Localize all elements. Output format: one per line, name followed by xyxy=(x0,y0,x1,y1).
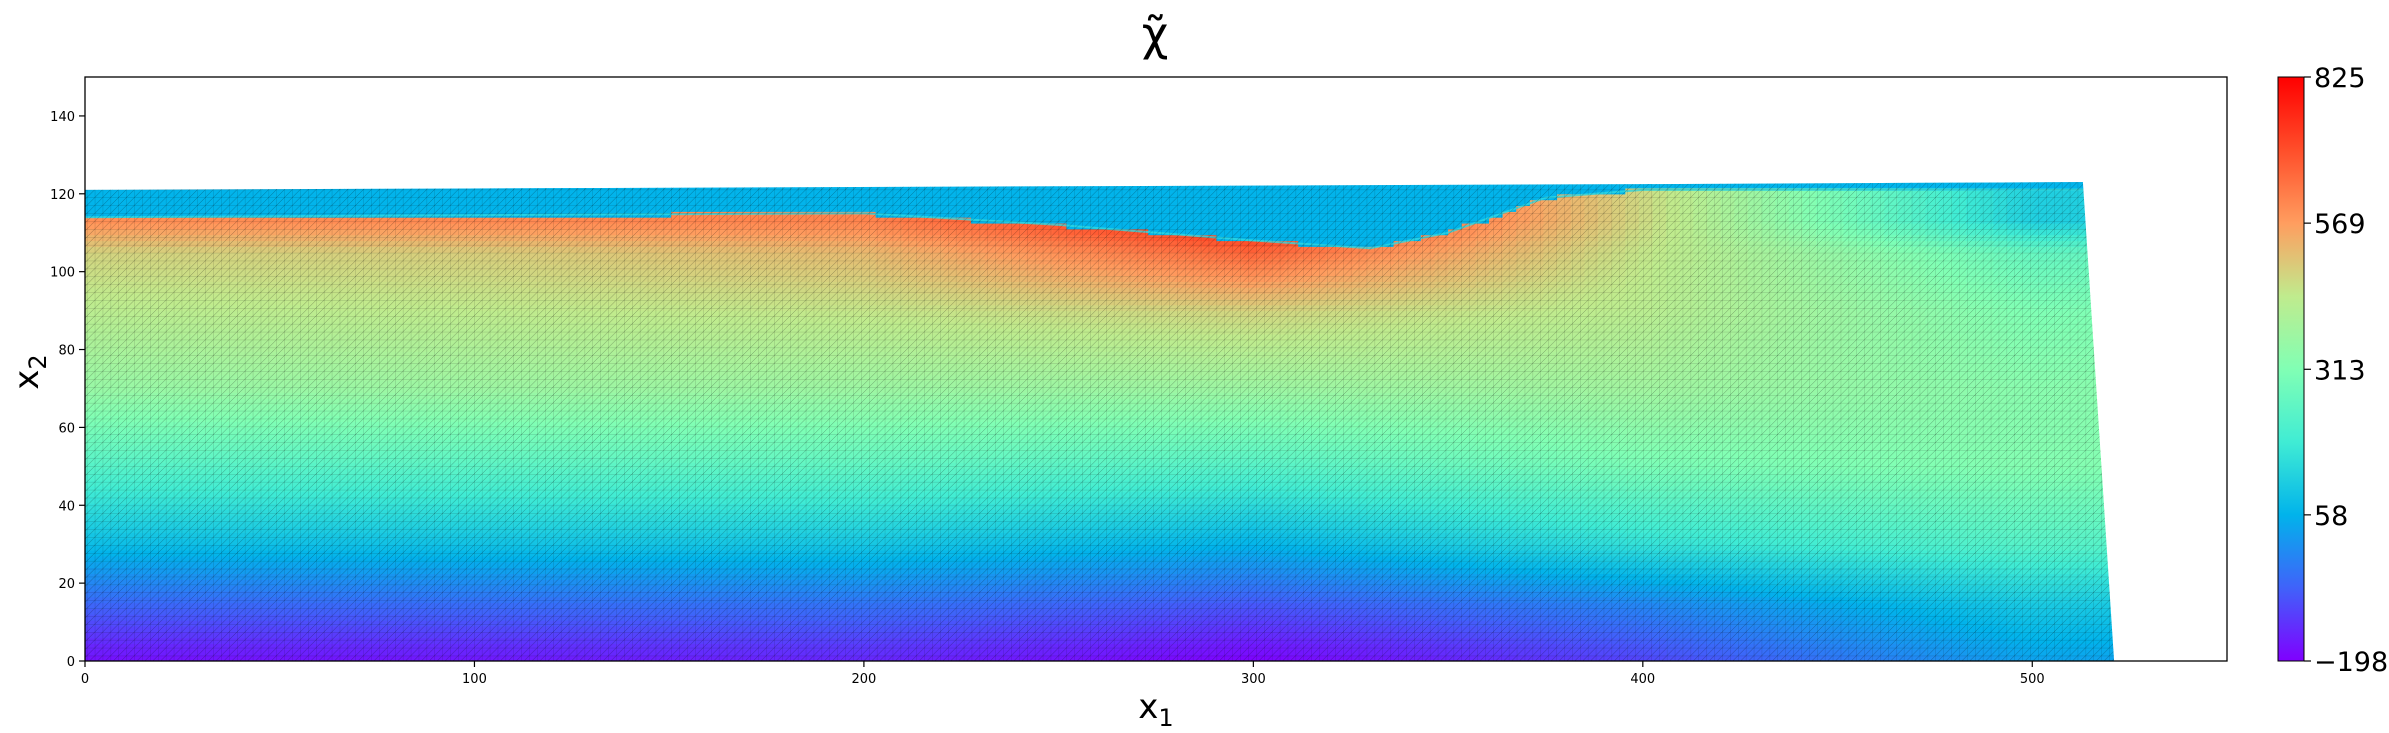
y-tick-label: 80 xyxy=(58,344,75,359)
mesh-overlay xyxy=(85,182,2115,661)
x-axis-label: x1 xyxy=(1138,687,1173,732)
y-tick-label: 60 xyxy=(58,421,75,436)
y-axis-label-sub: 2 xyxy=(24,354,52,369)
colorbar-tick-label: −198 xyxy=(2314,647,2388,678)
colorbar-tick-label: 569 xyxy=(2314,209,2366,240)
chart-title: χ̃ xyxy=(1142,7,1169,61)
plot-area: 0 100 200 300 400 500 0 20 40 60 80 100 120 140 xyxy=(50,76,2228,687)
y-tick-label: 140 xyxy=(50,110,75,125)
x-axis-label-sub: 1 xyxy=(1158,704,1173,732)
y-tick-label: 120 xyxy=(50,188,75,203)
x-axis-ticks: 0 100 200 300 400 500 xyxy=(81,661,2045,687)
x-tick-label: 0 xyxy=(81,672,89,687)
x-tick-label: 100 xyxy=(462,672,487,687)
colorbar-tick-label: 313 xyxy=(2314,355,2366,386)
x-tick-label: 300 xyxy=(1241,672,1266,687)
y-axis-label-base: x xyxy=(7,370,47,390)
x-tick-label: 400 xyxy=(1630,672,1655,687)
colorbar-bar xyxy=(2277,76,2305,662)
y-tick-label: 0 xyxy=(67,655,75,670)
colorbar-ticks: −198 58 313 569 825 xyxy=(2304,63,2388,678)
x-tick-label: 500 xyxy=(2020,672,2045,687)
x-axis-label-base: x xyxy=(1138,687,1158,727)
y-axis-label: x2 xyxy=(7,354,52,389)
plot-frame xyxy=(84,76,2228,662)
colorbar: −198 58 313 569 825 xyxy=(2277,63,2388,678)
y-tick-label: 100 xyxy=(50,266,75,281)
y-tick-label: 40 xyxy=(58,499,75,514)
colorbar-tick-label: 58 xyxy=(2314,501,2348,532)
y-axis-ticks: 0 20 40 60 80 100 120 140 xyxy=(50,110,85,670)
x-tick-label: 200 xyxy=(851,672,876,687)
y-tick-label: 20 xyxy=(58,577,75,592)
colorbar-tick-label: 825 xyxy=(2314,63,2366,94)
